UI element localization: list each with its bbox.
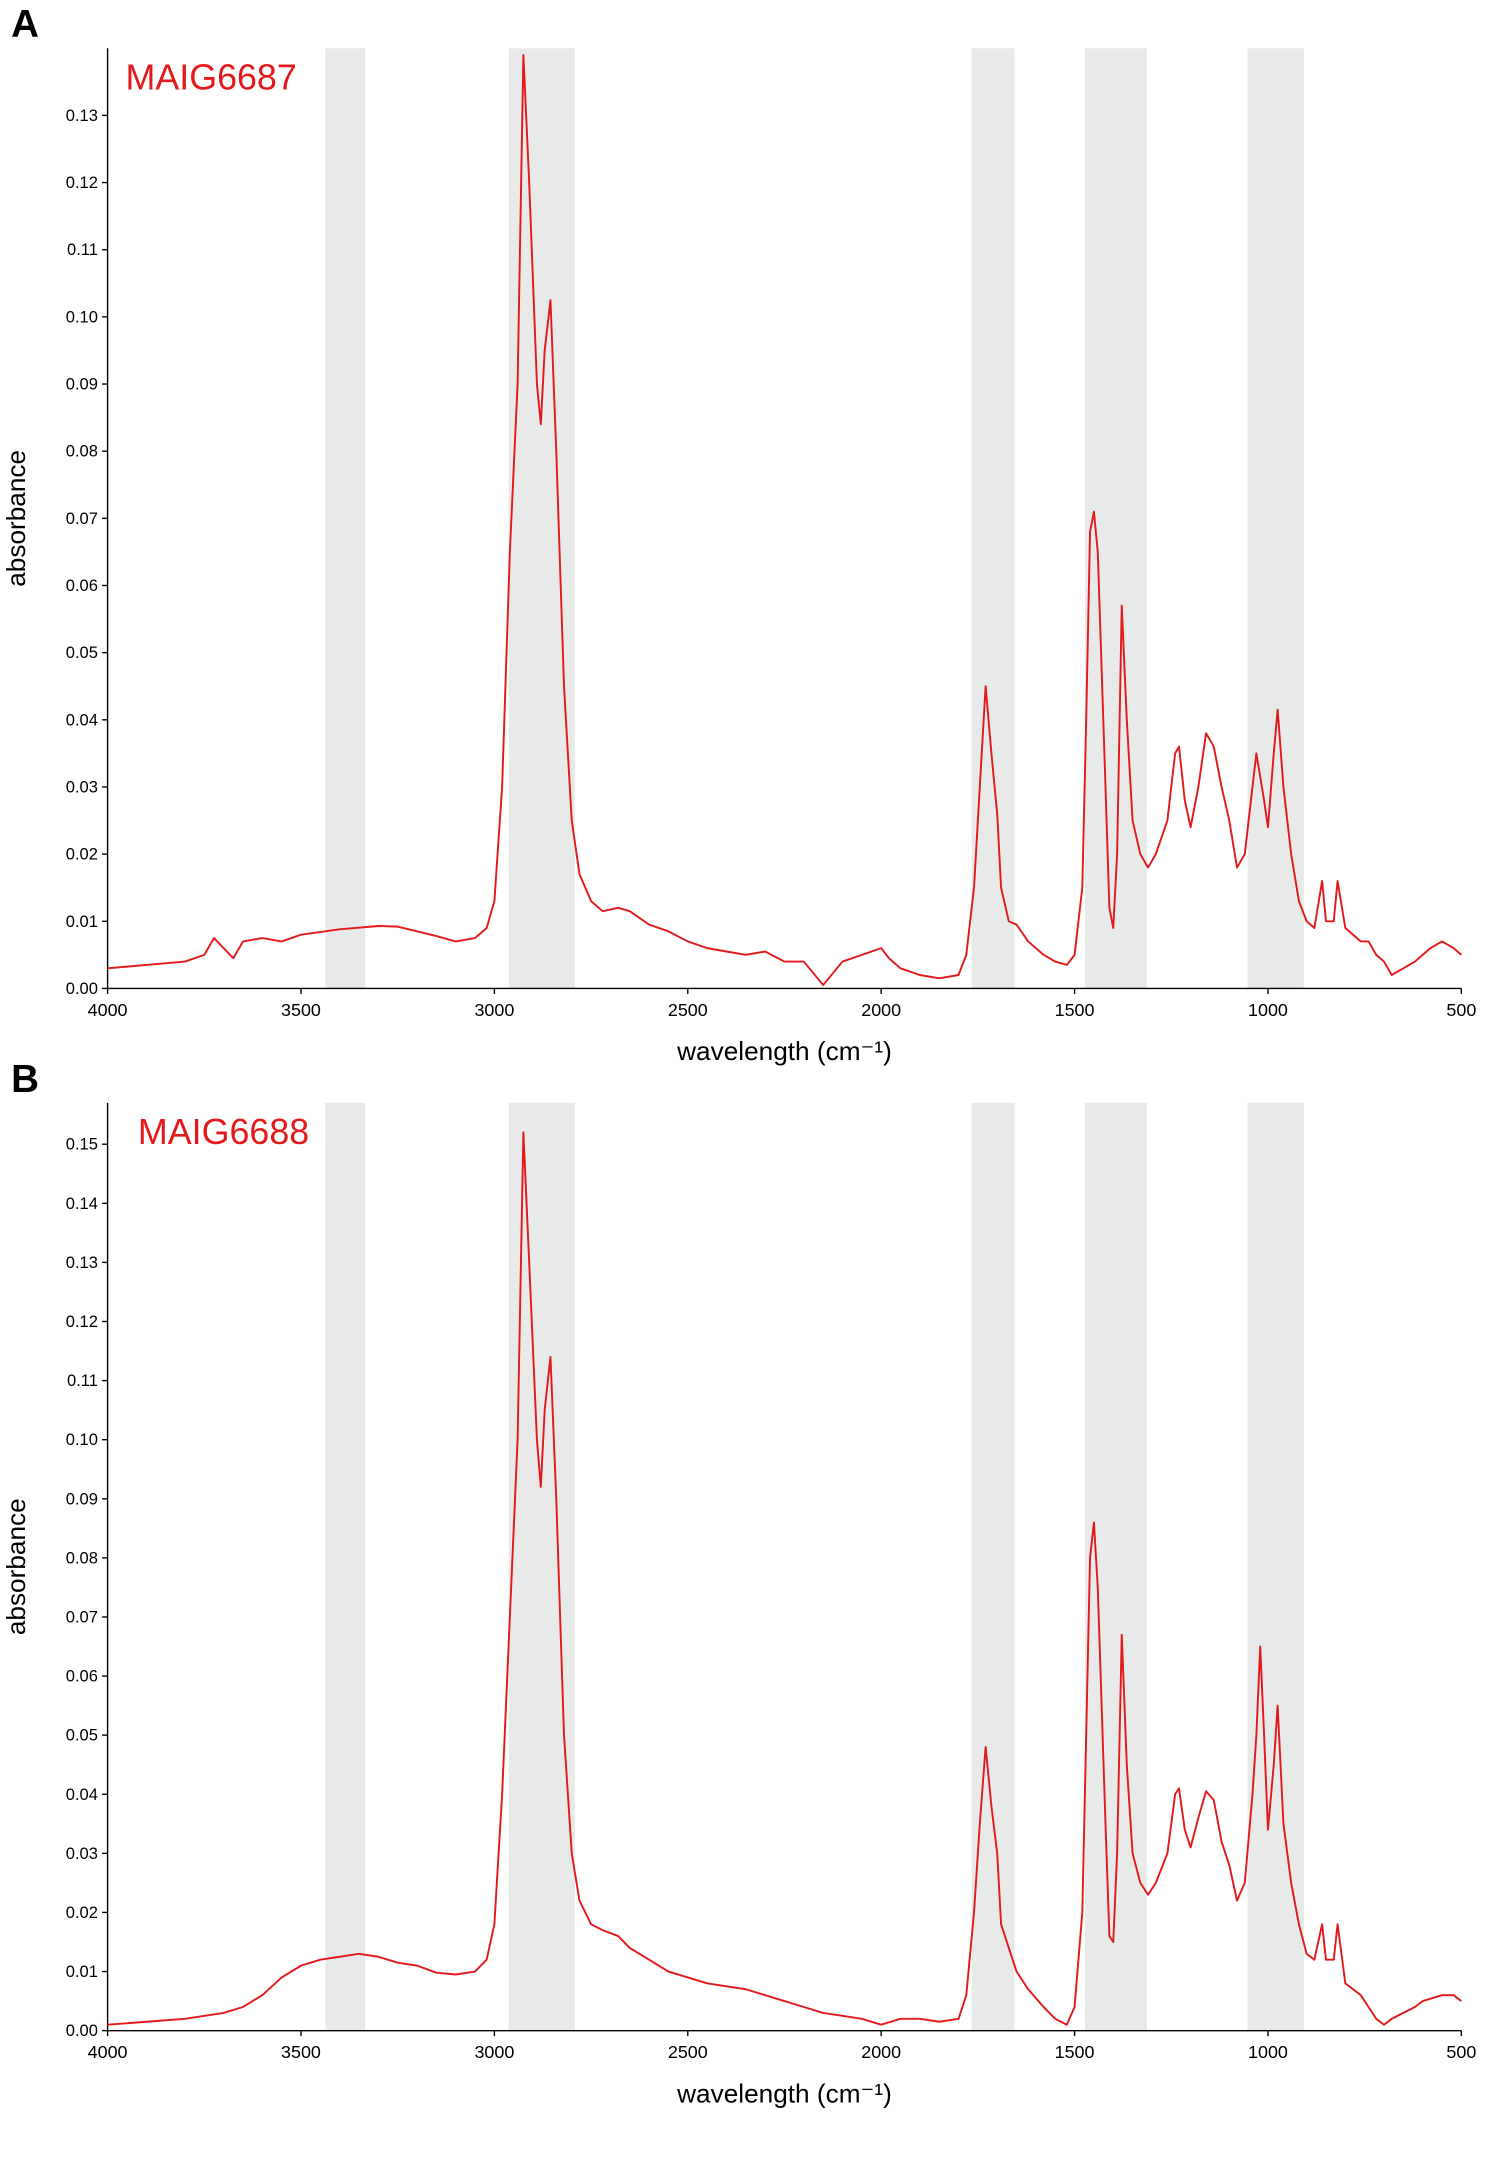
spectrum-line — [107, 53, 1462, 987]
y-axis-title: absorbance — [1, 450, 31, 587]
x-tick-label: 3000 — [474, 1000, 514, 1020]
y-tick-label: 0.00 — [66, 979, 98, 998]
x-tick-label: 1000 — [1248, 1000, 1288, 1020]
y-tick-label: 0.09 — [66, 1489, 98, 1508]
panel: 0.00 0.01 0.02 0.03 0.04 0.05 0.06 0.07 0.08 0.09… — [1, 1058, 1476, 2108]
panel: 0.00 0.01 0.02 0.03 0.04 0.05 0.06 0.07 0.08 0.09… — [1, 3, 1476, 1066]
shaded-band — [971, 1102, 1015, 2031]
y-tick-label: 0.04 — [66, 1785, 98, 1804]
shaded-band — [508, 48, 575, 989]
x-tick-label: 2000 — [861, 1000, 901, 1020]
y-tick-label: 0.07 — [66, 509, 98, 528]
spectrum-line — [107, 1131, 1462, 2026]
annotation: MAIG6687 — [126, 58, 297, 98]
x-tick-label: 1500 — [1055, 2042, 1095, 2062]
y-tick-label: 0.02 — [66, 1903, 98, 1922]
x-tick-label: 2500 — [668, 2042, 708, 2062]
y-tick-label: 0.13 — [66, 106, 98, 125]
y-tick-label: 0.08 — [66, 442, 98, 461]
x-tick-label: 3500 — [281, 2042, 321, 2062]
x-axis-title: wavelength (cm⁻¹) — [676, 1036, 892, 1066]
y-tick-label: 0.13 — [66, 1253, 98, 1272]
y-tick-label: 0.03 — [66, 777, 98, 796]
x-tick-label: 4000 — [88, 2042, 128, 2062]
y-tick-label: 0.04 — [66, 710, 98, 729]
x-tick-label: 3500 — [281, 1000, 321, 1020]
y-tick-label: 0.07 — [66, 1607, 98, 1626]
y-tick-label: 0.15 — [66, 1135, 98, 1154]
y-tick-label: 0.09 — [66, 375, 98, 394]
panel-label: B — [11, 1058, 39, 1101]
x-tick-label: 3000 — [474, 2042, 514, 2062]
shaded-band — [971, 48, 1015, 989]
y-tick-label: 0.01 — [66, 1962, 98, 1981]
y-tick-label: 0.10 — [66, 307, 98, 326]
x-tick-label: 500 — [1446, 2042, 1476, 2062]
x-tick-label: 500 — [1446, 1000, 1476, 1020]
x-tick-label: 1500 — [1055, 1000, 1095, 1020]
shaded-band — [325, 48, 366, 989]
x-tick-label: 4000 — [88, 1000, 128, 1020]
shaded-band — [1247, 1102, 1304, 2031]
x-tick-label: 1000 — [1248, 2042, 1288, 2062]
y-tick-label: 0.00 — [66, 2021, 98, 2040]
y-tick-label: 0.05 — [66, 1726, 98, 1745]
y-tick-label: 0.10 — [66, 1430, 98, 1449]
annotation: MAIG6688 — [138, 1112, 309, 1152]
x-tick-label: 2000 — [861, 2042, 901, 2062]
shaded-band — [1247, 48, 1304, 989]
y-tick-label: 0.06 — [66, 576, 98, 595]
x-tick-label: 2500 — [668, 1000, 708, 1020]
y-tick-label: 0.05 — [66, 643, 98, 662]
y-tick-label: 0.12 — [66, 173, 98, 192]
shaded-band — [325, 1102, 366, 2031]
y-tick-label: 0.14 — [66, 1194, 98, 1213]
x-axis-title: wavelength (cm⁻¹) — [676, 2078, 892, 2108]
y-tick-label: 0.11 — [67, 240, 98, 259]
y-tick-label: 0.12 — [66, 1312, 98, 1331]
y-tick-label: 0.08 — [66, 1548, 98, 1567]
shaded-band — [508, 1102, 575, 2031]
panel-label: A — [11, 3, 39, 46]
y-tick-label: 0.01 — [66, 912, 98, 931]
y-tick-label: 0.02 — [66, 845, 98, 864]
y-tick-label: 0.03 — [66, 1844, 98, 1863]
y-axis-title: absorbance — [1, 1498, 31, 1635]
y-tick-label: 0.11 — [67, 1371, 98, 1390]
y-tick-label: 0.06 — [66, 1667, 98, 1686]
